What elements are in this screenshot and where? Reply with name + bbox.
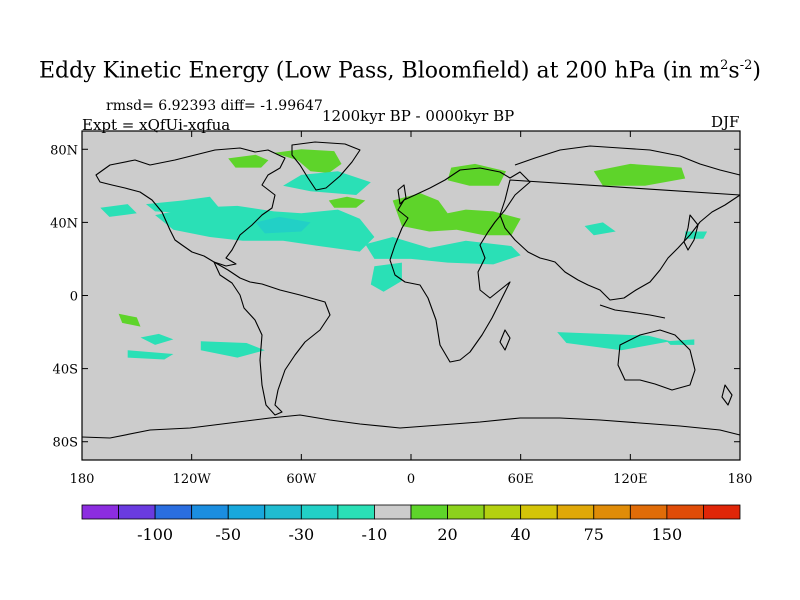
coastlines: [81, 141, 741, 439]
anomaly-south-pacific-east-negative: [200, 341, 265, 358]
season-label: DJF: [711, 113, 740, 131]
colorbar-label: 75: [584, 525, 604, 544]
lon-tick-label: 180: [728, 472, 753, 487]
anomaly-europe-positive: [392, 193, 521, 236]
colorbar-box: [300, 504, 339, 520]
colorbar: -100 -50 -30 -10 20 40 75 150: [81, 504, 741, 544]
title-exponent-2: -2: [739, 58, 753, 73]
colorbar-box: [593, 504, 631, 520]
lat-tick-label: 80N: [50, 143, 78, 158]
colorbar-box: [520, 504, 558, 520]
anomaly-subtropical-atlantic-africa-negative: [365, 237, 521, 265]
anomaly-north-atlantic-negative: [283, 171, 371, 195]
colorbar-label: -10: [362, 525, 388, 544]
experiment-label: Expt = xQfUi-xqfua: [82, 116, 231, 134]
colorbar-box: [629, 504, 668, 520]
colorbar-box: [483, 504, 522, 520]
anomaly-arctic-canada-positive: [228, 154, 269, 168]
colorbar-box: [666, 504, 704, 520]
colorbar-box: [118, 504, 156, 520]
colorbar-box: [264, 504, 302, 520]
title-close: ): [752, 58, 761, 84]
colorbar-box: [191, 504, 229, 520]
colorbar-box: [556, 504, 595, 520]
colorbar-label: 20: [437, 525, 457, 544]
colorbar-box: [81, 504, 119, 520]
period-label: 1200kyr BP - 0000kyr BP: [322, 107, 515, 125]
colorbar-label: 150: [652, 525, 683, 544]
colorbar-box: [227, 504, 266, 520]
anomaly-southern-pacific-positive: [118, 313, 141, 327]
colorbar-label: -30: [288, 525, 314, 544]
map-title: Eddy Kinetic Energy (Low Pass, Bloomfiel…: [0, 58, 800, 83]
colorbar-box: [410, 504, 448, 520]
anomaly-southern-indian-negative: [557, 332, 671, 351]
lon-tick-label: 180: [70, 472, 95, 487]
lat-tick-label: 0: [70, 290, 78, 305]
title-exponent-1: 2: [720, 58, 729, 73]
colorbar-box: [703, 504, 741, 520]
title-main: Eddy Kinetic Energy (Low Pass, Bloomfiel…: [39, 58, 721, 84]
lat-tick-label: 40N: [50, 216, 78, 231]
colorbar-box: [337, 504, 375, 520]
lat-tick-label: 40S: [53, 363, 78, 378]
anomaly-north-america-core-negative: [255, 216, 311, 234]
anomaly-west-africa-negative: [370, 262, 402, 292]
anomaly-south-pacific-negative: [140, 333, 174, 345]
anomaly-south-atlantic-negative: [127, 350, 174, 360]
lon-tick-label: 60W: [286, 472, 317, 487]
anomaly-north-atlantic-positive-blob: [328, 196, 366, 208]
anomaly-atlantic-west-negative: [100, 204, 137, 217]
axis-ticks: 80N 40N 0 40S 80S 180 120W 60W 0 60E 120E 180: [50, 131, 752, 487]
colorbar-box: [447, 504, 485, 520]
lon-tick-label: 0: [407, 472, 415, 487]
lon-tick-label: 120E: [613, 472, 647, 487]
anomaly-south-ocean-right-negative: [666, 339, 695, 345]
lon-tick-label: 120W: [173, 472, 212, 487]
map-background: [82, 131, 740, 460]
title-unit: s: [728, 58, 740, 84]
colorbar-box: [154, 504, 193, 520]
anomaly-east-asia-negative: [584, 222, 616, 236]
colorbar-box: [374, 504, 412, 520]
anomaly-greenland-positive: [273, 149, 342, 173]
lon-tick-label: 60E: [508, 472, 534, 487]
anomaly-layer: [100, 149, 708, 360]
anomaly-siberia-positive: [593, 163, 686, 186]
rmsd-diff-stats: rmsd= 6.92393 diff= -1.99647: [106, 98, 323, 114]
lat-tick-label: 80S: [53, 436, 78, 451]
colorbar-label: 40: [510, 525, 530, 544]
colorbar-label: -50: [215, 525, 241, 544]
colorbar-label: -100: [137, 525, 173, 544]
